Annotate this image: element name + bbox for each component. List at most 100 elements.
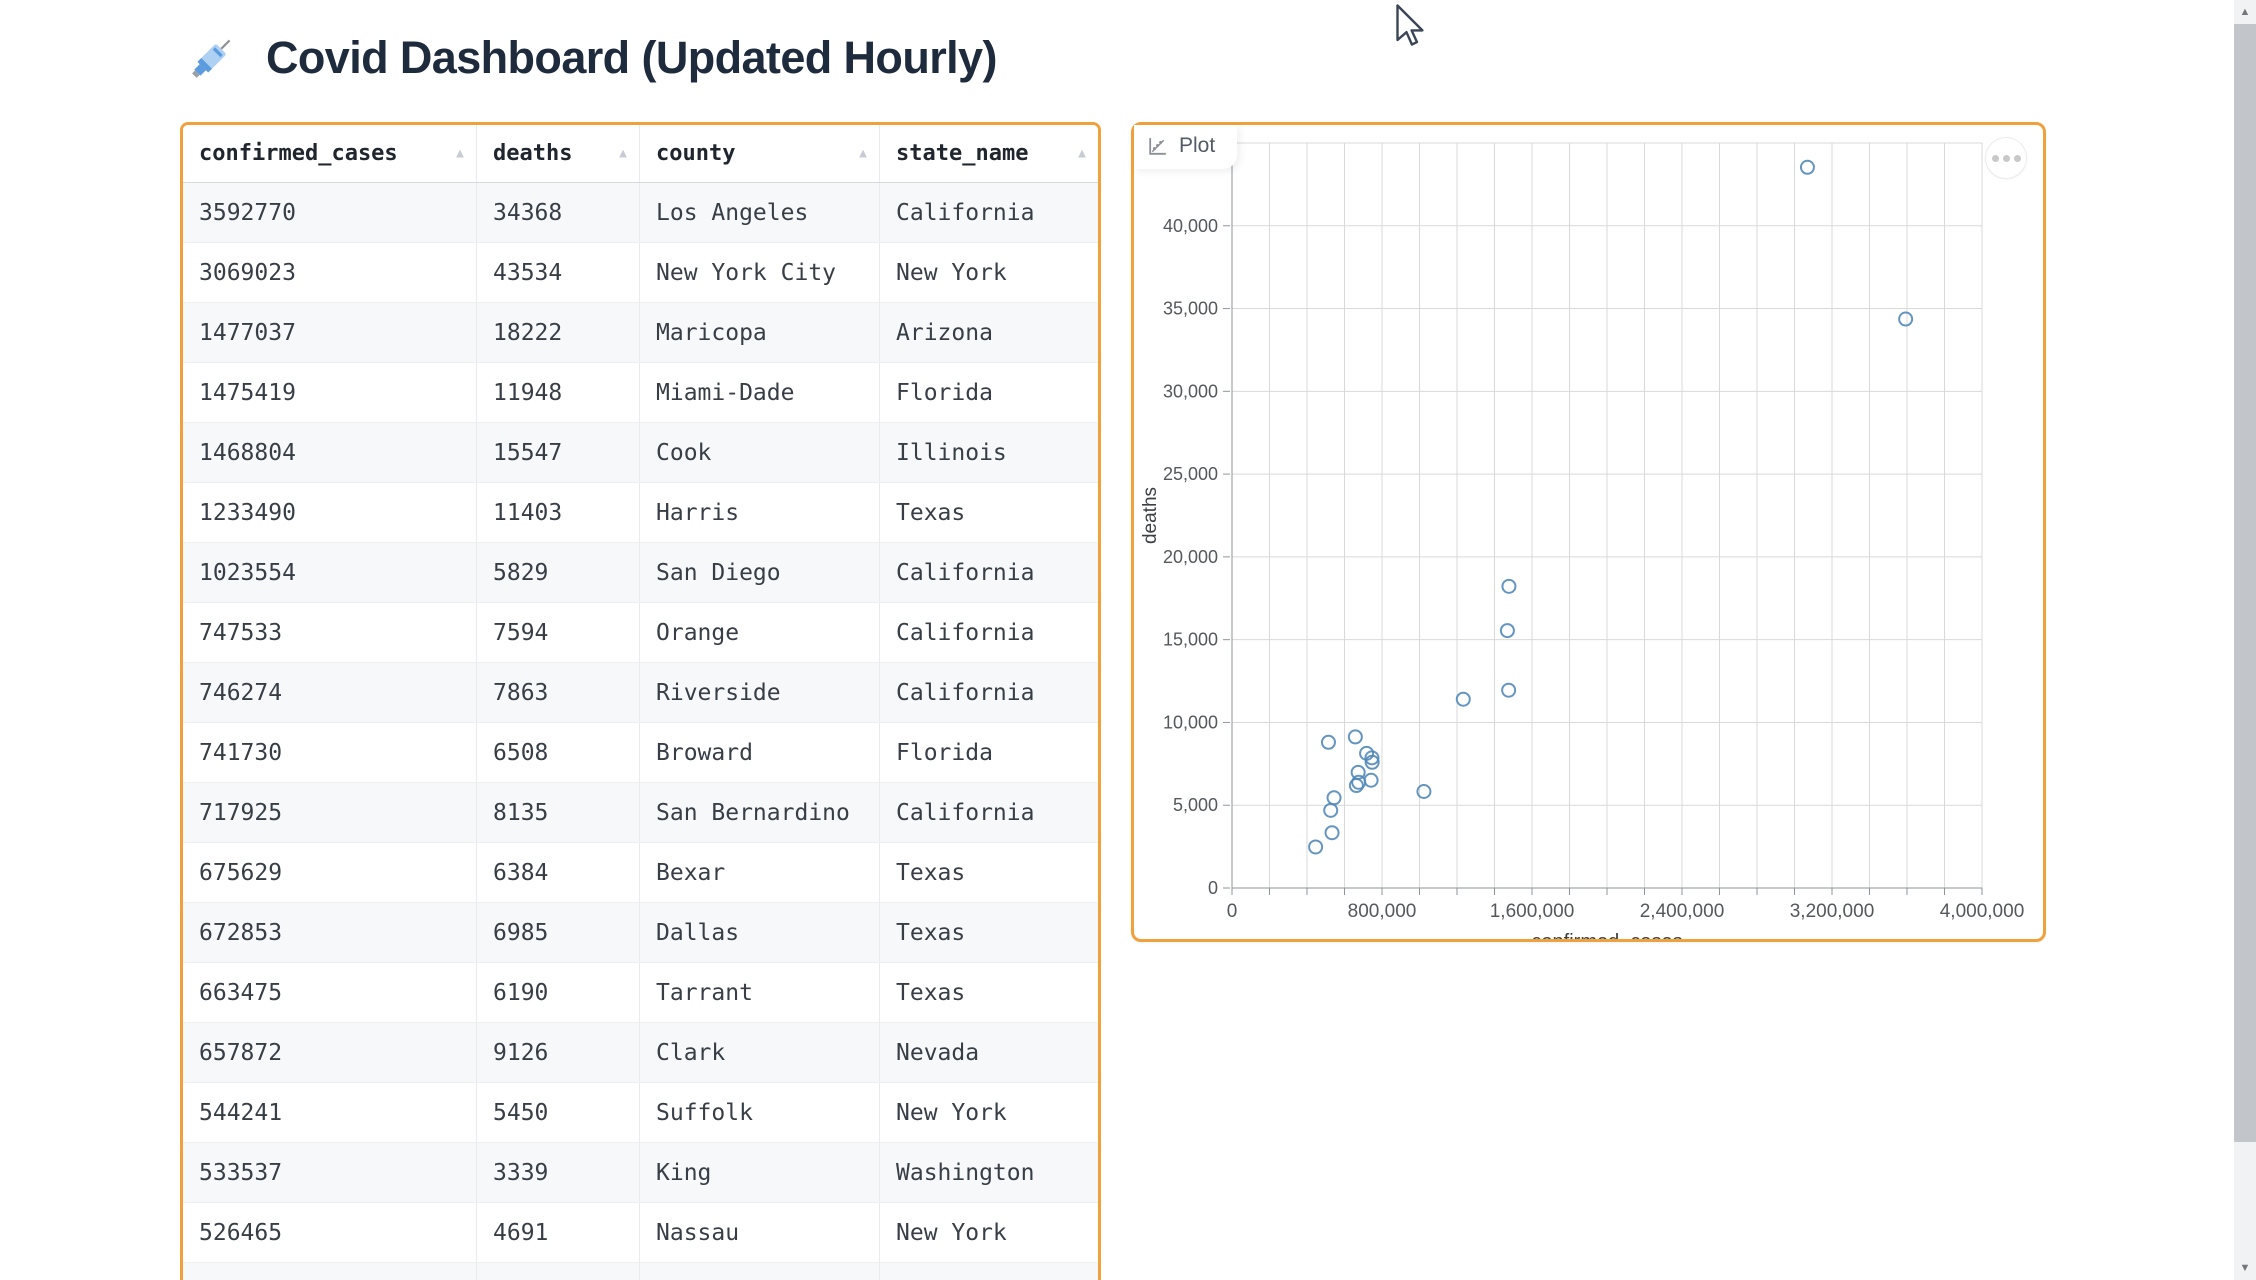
table-cell-county: Tarrant — [640, 963, 880, 1022]
table-cell-county: Dallas — [640, 903, 880, 962]
table-cell-deaths: 43534 — [477, 243, 640, 302]
table-cell-county: Broward — [640, 723, 880, 782]
table-cell-deaths: 7594 — [477, 603, 640, 662]
x-tick-label: 0 — [1227, 901, 1238, 922]
table-cell-deaths: 9126 — [477, 1023, 640, 1082]
table-cell-deaths: 6384 — [477, 843, 640, 902]
sort-asc-icon[interactable]: ▲ — [456, 146, 464, 161]
table-cell-state_name: California — [896, 559, 1035, 586]
plot-tab[interactable]: Plot — [1134, 125, 1238, 169]
scatter-point — [1501, 682, 1517, 698]
table-cell-confirmed_cases: 1233490 — [183, 483, 477, 542]
scatter-point — [1350, 764, 1366, 780]
column-header-deaths[interactable]: deaths ▲ — [477, 125, 640, 182]
table-cell-confirmed_cases: 747533 — [183, 603, 477, 662]
table-cell-confirmed_cases: 526465 — [183, 1203, 477, 1262]
y-tick-label: 40,000 — [1163, 216, 1218, 236]
table-cell-deaths: 8135 — [477, 783, 640, 842]
scrollbar-thumb[interactable] — [2234, 24, 2256, 1142]
ellipsis-icon — [2013, 154, 2021, 162]
column-header-confirmed_cases[interactable]: confirmed_cases ▲ — [183, 125, 477, 182]
table-cell-confirmed_cases: 1477037 — [183, 303, 477, 362]
scatter-point — [1323, 802, 1339, 818]
plot-card: Plot 0 800,000 1,600,000 2,400,000 3,200,000… — [1131, 122, 2046, 942]
x-axis-label: confirmed_cases — [1531, 931, 1682, 939]
table-cell-state_name: California — [896, 619, 1035, 646]
grid-lines — [1232, 142, 1983, 888]
vertical-scrollbar[interactable]: ▲ ▼ — [2234, 0, 2256, 1280]
table-cell-confirmed_cases: 1468804 — [183, 423, 477, 482]
table-cell-state_name: Washington — [896, 1159, 1035, 1186]
scatter-point — [1308, 839, 1324, 855]
table-cell-confirmed_cases: 1023554 — [183, 543, 477, 602]
table-cell-state_name: Florida — [896, 739, 993, 766]
scroll-up-icon[interactable]: ▲ — [2239, 6, 2251, 18]
page-header: Covid Dashboard (Updated Hourly) — [186, 32, 997, 84]
scatter-point — [1351, 774, 1367, 790]
scatter-point — [1799, 159, 1815, 175]
scatter-point — [1359, 745, 1375, 761]
scatter-point — [1499, 623, 1515, 639]
table-cell-state_name: Texas — [896, 979, 966, 1006]
plot-menu-button[interactable] — [1985, 137, 2027, 179]
table-cell-county: King — [640, 1143, 880, 1202]
table-cell-confirmed_cases: 746274 — [183, 663, 477, 722]
table-cell-confirmed_cases: 533537 — [183, 1143, 477, 1202]
table-cell-deaths: 6985 — [477, 903, 640, 962]
tick-labels: 0 800,000 1,600,000 2,400,000 3,200,000 4,000… — [1140, 216, 2024, 939]
table-cell-county: Maricopa — [640, 303, 880, 362]
column-header-county[interactable]: county ▲ — [640, 125, 880, 182]
table-cell-confirmed_cases: 3592770 — [183, 183, 477, 242]
table-cell-county: Cook — [640, 423, 880, 482]
scroll-down-icon[interactable]: ▼ — [2239, 1262, 2251, 1274]
scatter-point — [1363, 772, 1379, 788]
scatter-point — [1347, 729, 1363, 745]
plot-tab-label: Plot — [1179, 134, 1216, 157]
table-row: 1023554 5829 San Diego California — [183, 543, 1098, 603]
table-cell-confirmed_cases: 544241 — [183, 1083, 477, 1142]
table-cell-state_name: Florida — [896, 379, 993, 406]
table-cell-confirmed_cases: 514513 — [183, 1263, 477, 1280]
table-cell-state_name: California — [896, 799, 1035, 826]
table-cell-state_name: New York — [896, 1099, 1007, 1126]
table-cell-state_name: Nevada — [896, 1039, 980, 1066]
table-row: 1475419 11948 Miami-Dade Florida — [183, 363, 1098, 423]
table-cell-confirmed_cases: 741730 — [183, 723, 477, 782]
table-cell-deaths: 18222 — [477, 303, 640, 362]
page-title: Covid Dashboard (Updated Hourly) — [266, 32, 997, 83]
table-cell-state_name: California — [896, 679, 1035, 706]
table-cell-deaths: 34368 — [477, 183, 640, 242]
x-tick-label: 3,200,000 — [1790, 901, 1875, 922]
y-tick-label: 25,000 — [1163, 464, 1218, 484]
x-tick-label: 800,000 — [1348, 901, 1417, 922]
x-tick-label: 4,000,000 — [1940, 901, 2025, 922]
scatter-point — [1455, 691, 1471, 707]
table-cell-county: Los Angeles — [640, 183, 880, 242]
y-tick-label: 10,000 — [1163, 712, 1218, 732]
ellipsis-icon — [1991, 154, 1999, 162]
y-tick-label: 0 — [1208, 878, 1218, 898]
table-cell-state_name: Texas — [896, 499, 966, 526]
scatter-point — [1501, 578, 1517, 594]
table-cell-deaths: 3339 — [477, 1143, 640, 1202]
column-label: confirmed_cases — [199, 141, 398, 166]
table-cell-confirmed_cases: 672853 — [183, 903, 477, 962]
table-cell-state_name: California — [896, 199, 1035, 226]
table-cell-deaths: 15547 — [477, 423, 640, 482]
table-row: 544241 5450 Suffolk New York — [183, 1083, 1098, 1143]
sort-asc-icon[interactable]: ▲ — [859, 146, 867, 161]
table-cell-county: Miami-Dade — [640, 363, 880, 422]
table-row: 675629 6384 Bexar Texas — [183, 843, 1098, 903]
table-cell-confirmed_cases: 717925 — [183, 783, 477, 842]
table-cell-county: New York City — [640, 243, 880, 302]
y-tick-label: 5,000 — [1173, 795, 1218, 815]
table-cell-deaths: 7863 — [477, 663, 640, 722]
sort-asc-icon[interactable]: ▲ — [1078, 146, 1086, 161]
table-cell-deaths: 5829 — [477, 543, 640, 602]
column-header-state_name[interactable]: state_name ▲ — [880, 125, 1098, 182]
table-row: 747533 7594 Orange California — [183, 603, 1098, 663]
table-row: 746274 7863 Riverside California — [183, 663, 1098, 723]
sort-asc-icon[interactable]: ▲ — [619, 146, 627, 161]
table-cell-deaths: 5450 — [477, 1083, 640, 1142]
scatter-point — [1348, 778, 1364, 794]
